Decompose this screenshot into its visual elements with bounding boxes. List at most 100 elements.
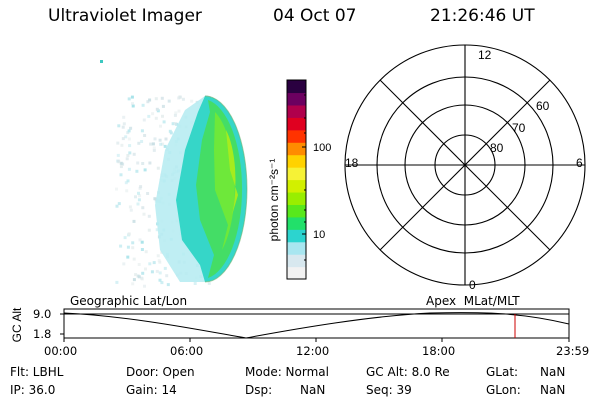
haze-speckle — [160, 281, 164, 285]
haze-speckle — [122, 115, 126, 119]
x-tick-1200: 12:00 — [296, 344, 330, 358]
haze-speckle — [141, 162, 145, 165]
observation-time: 21:26:46 UT — [430, 6, 535, 26]
haze-speckle — [173, 113, 177, 117]
haze-speckle — [132, 219, 136, 223]
colorbar-segment — [287, 216, 306, 230]
haze-speckle — [149, 142, 153, 146]
mlt-label-top: 12 — [478, 48, 492, 62]
haze-speckle — [127, 97, 131, 101]
haze-speckle — [158, 260, 162, 264]
haze-speckle — [168, 129, 172, 133]
status-glon-value: NaN — [540, 383, 566, 397]
haze-speckle — [126, 245, 130, 249]
haze-speckle — [116, 141, 120, 145]
lat-label-70: 70 — [512, 121, 526, 135]
colorbar-label-100: 100 — [313, 142, 331, 154]
haze-speckle — [190, 99, 194, 103]
haze-speckle — [127, 129, 131, 133]
polar-plot — [344, 44, 586, 286]
haze-speckle — [119, 244, 123, 248]
haze-speckle — [138, 186, 142, 190]
haze-speckle — [120, 143, 124, 147]
status-filter: Flt: LBHL — [10, 365, 64, 379]
haze-speckle — [116, 159, 120, 163]
colorbar-segment — [287, 80, 306, 94]
haze-speckle — [126, 131, 130, 135]
haze-speckle — [148, 161, 152, 165]
haze-speckle — [153, 197, 157, 201]
haze-speckle — [136, 274, 140, 278]
haze-speckle — [125, 157, 129, 161]
haze-speckle — [159, 142, 163, 146]
haze-speckle — [156, 254, 160, 258]
haze-speckle — [173, 122, 177, 126]
haze-speckle — [153, 137, 157, 141]
haze-speckle — [152, 148, 156, 152]
colorbar: photon cm⁻²s⁻¹ 100 10 — [267, 79, 331, 280]
colorbar-segment — [287, 254, 306, 268]
haze-speckle — [127, 167, 131, 171]
haze-speckle — [150, 270, 154, 274]
haze-speckle — [115, 204, 119, 208]
haze-speckle — [137, 141, 141, 145]
haze-speckle — [136, 202, 140, 206]
haze-speckle — [144, 267, 147, 271]
haze-speckle — [207, 281, 211, 285]
haze-speckle — [142, 118, 146, 122]
haze-speckle — [140, 129, 144, 133]
haze-speckle — [148, 262, 152, 266]
haze-speckle — [117, 124, 121, 128]
haze-speckle — [169, 131, 173, 135]
x-tick-0600: 06:00 — [170, 344, 204, 358]
status-glat-value: NaN — [540, 365, 566, 379]
mlt-label-bottom: 0 — [469, 278, 476, 292]
haze-speckle — [140, 140, 144, 143]
status-ip: IP: 36.0 — [10, 383, 56, 397]
x-tick-0000: 00:00 — [44, 344, 78, 358]
haze-speckle — [152, 146, 156, 150]
haze-speckle — [127, 232, 131, 236]
haze-speckle — [143, 134, 147, 137]
haze-speckle — [155, 107, 159, 111]
haze-speckle — [164, 137, 168, 141]
haze-speckle — [134, 273, 138, 277]
haze-speckle — [166, 283, 170, 287]
timeline-y-axis-label: GC Alt — [10, 307, 24, 342]
haze-speckle — [131, 104, 135, 108]
haze-speckle — [143, 284, 146, 288]
geographic-caption: Geographic Lat/Lon — [70, 294, 188, 308]
haze-speckle — [165, 274, 169, 278]
colorbar-frame — [286, 79, 307, 280]
haze-speckle — [121, 137, 125, 141]
auroral-image — [100, 60, 248, 288]
haze-speckle — [132, 278, 136, 282]
haze-speckle — [141, 206, 145, 210]
status-gc-alt: GC Alt: 8.0 Re — [366, 365, 450, 379]
haze-speckle — [128, 144, 132, 148]
observation-date: 04 Oct 07 — [273, 6, 357, 26]
haze-speckle — [177, 109, 181, 113]
haze-speckle — [147, 228, 151, 232]
haze-speckle — [130, 95, 134, 99]
colorbar-segment — [287, 241, 306, 255]
haze-speckle — [135, 169, 139, 173]
colorbar-segment — [287, 154, 306, 168]
status-mode: Mode: Normal — [245, 365, 329, 379]
colorbar-segment — [287, 142, 306, 156]
status-dsp-label: Dsp: — [245, 383, 273, 397]
x-tick-1800: 18:00 — [422, 344, 456, 358]
haze-speckle — [146, 100, 150, 104]
haze-speckle — [124, 135, 128, 139]
mlt-label-right: 6 — [576, 156, 583, 170]
haze-speckle — [147, 114, 151, 118]
colorbar-segment — [287, 266, 306, 280]
colorbar-segment — [287, 129, 306, 143]
polar-diagonal-b — [379, 79, 551, 251]
haze-speckle — [138, 238, 142, 242]
haze-speckle — [159, 124, 162, 128]
haze-speckle — [147, 214, 151, 218]
colorbar-unit-label: photon cm⁻²s⁻¹ — [267, 159, 281, 242]
haze-speckle — [119, 173, 123, 177]
